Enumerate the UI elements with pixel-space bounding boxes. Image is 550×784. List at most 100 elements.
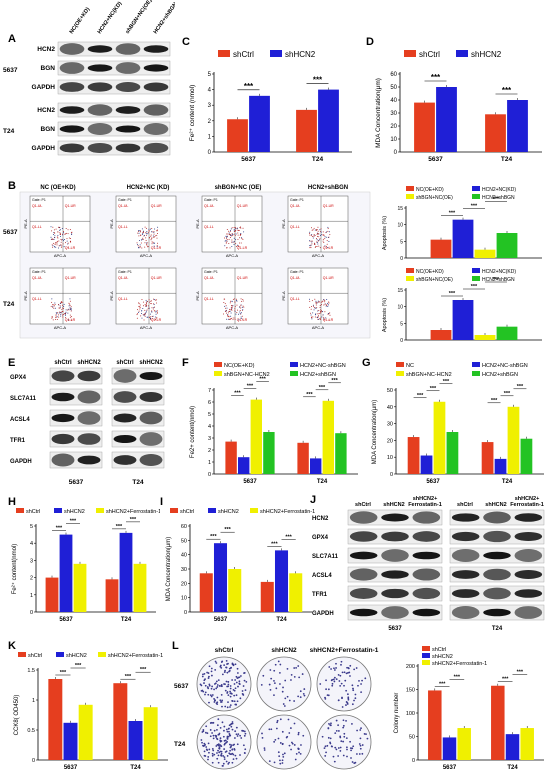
flow-event [229, 302, 231, 304]
flow-event [325, 317, 327, 319]
panel-l-colony: shCtrl shHCN2 shHCN2+Ferrostatin-1 5637 T24 [174, 647, 379, 770]
legend-label: shBGN+NC(OE) [416, 195, 453, 201]
colony [342, 740, 345, 743]
colony [243, 730, 246, 733]
colony [219, 727, 222, 729]
flow-event [227, 318, 229, 320]
colony [348, 671, 351, 674]
colony [293, 700, 296, 702]
blot-column-label: Ferrostatin-1 [408, 502, 442, 508]
flow-event [57, 303, 59, 305]
flow-event [153, 231, 155, 233]
y-axis-label: MDA Concentration(μm) [375, 78, 382, 148]
colony [339, 674, 342, 677]
colony [360, 727, 362, 730]
flow-event [229, 233, 231, 235]
sig-label: *** [116, 524, 123, 530]
colony [337, 755, 340, 757]
flow-event [149, 237, 151, 239]
legend-swatch [472, 371, 480, 376]
flow-event [233, 227, 235, 229]
colony [236, 667, 239, 670]
bar [297, 442, 309, 474]
bar [199, 573, 213, 612]
flow-event [156, 302, 158, 304]
quad-label: Q1-UL [204, 204, 214, 208]
culture-plate [256, 656, 312, 712]
y-tick-label: 150 [406, 688, 415, 694]
sig-label: *** [210, 534, 217, 540]
colony [224, 705, 227, 708]
flow-event [151, 237, 153, 239]
colony [331, 684, 334, 687]
flow-event [235, 239, 237, 241]
flow-event [151, 241, 153, 243]
colony [343, 732, 346, 735]
flow-event [327, 302, 329, 304]
colony [347, 672, 349, 674]
colony [291, 742, 294, 745]
colony [228, 752, 231, 755]
flow-event [228, 316, 230, 318]
flow-event [316, 239, 318, 241]
blot-band [143, 142, 169, 154]
flow-event [238, 319, 240, 321]
legend-swatch [214, 371, 222, 376]
y-tick-label: 50 [181, 538, 187, 544]
flow-event [237, 245, 239, 247]
blot-row-label: TFR1 [10, 438, 26, 444]
flow-event [326, 243, 328, 245]
flow-event [315, 302, 317, 304]
flow-event [156, 245, 158, 247]
flow-event [328, 302, 330, 304]
flow-event [317, 226, 319, 228]
colony [227, 685, 230, 688]
flow-event [138, 247, 140, 249]
blot-band [349, 588, 378, 599]
flow-event [236, 229, 238, 231]
colony [203, 742, 206, 745]
colony [212, 737, 215, 740]
flow-event [230, 300, 232, 302]
colony [225, 728, 228, 731]
blot-row-label: BGN [41, 65, 56, 72]
flow-event [58, 314, 60, 316]
colony [210, 670, 213, 673]
flow-event [223, 313, 225, 315]
blot-band [115, 82, 141, 92]
flow-event [144, 242, 146, 244]
flow-event [145, 237, 147, 239]
blot-band [115, 43, 141, 55]
blot-band [115, 106, 141, 114]
colony [260, 683, 263, 686]
quad-label: Q1-UR [323, 276, 334, 280]
colony [204, 684, 207, 687]
flow-event [319, 304, 321, 306]
flow-event [231, 233, 233, 235]
colony [321, 735, 324, 738]
flow-event [326, 305, 328, 307]
blot-band [349, 608, 378, 617]
y-tick-label: 10 [397, 223, 403, 229]
y-axis-label: Apoptosis (%) [382, 216, 388, 250]
colony [288, 744, 291, 747]
colony [234, 679, 237, 681]
flow-event [325, 236, 327, 238]
flow-event [54, 243, 56, 245]
flow-event [235, 243, 237, 245]
flow-event [316, 233, 318, 235]
y-tick-label: 4 [208, 424, 211, 430]
bar [433, 401, 446, 474]
colony [213, 688, 215, 691]
y-tick-label: 1 [32, 698, 35, 704]
flow-event [319, 235, 321, 237]
flow-event [309, 247, 311, 249]
chart-fe-content: shCtrl shHCN2 0 1 2 3 4 5 Fe²⁺ content (nmol) 563… [189, 50, 352, 163]
colony [268, 728, 271, 731]
flow-event [59, 306, 61, 308]
legend-label: shHCN2+Ferrostatin-1 [432, 661, 487, 667]
colony [297, 665, 300, 667]
y-tick-label: 0 [394, 150, 398, 156]
flow-event [147, 242, 149, 244]
flow-event [315, 308, 317, 310]
